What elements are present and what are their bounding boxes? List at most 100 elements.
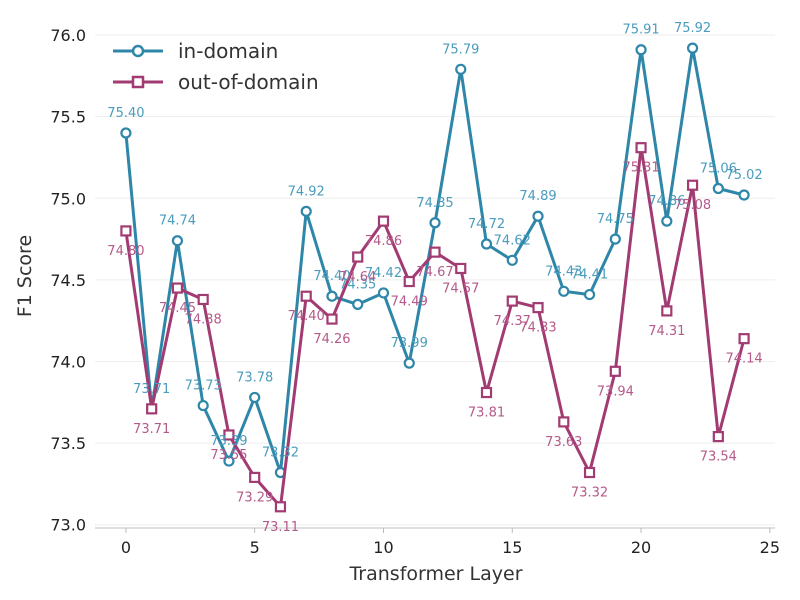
data-label-out-of-domain: 74.38: [185, 312, 222, 327]
grid-lines: [95, 34, 775, 526]
data-point-out-of-domain: [480, 386, 493, 399]
data-point-out-of-domain: [120, 225, 132, 237]
data-point-out-of-domain: [661, 305, 673, 317]
data-label-in-domain: 74.85: [416, 196, 453, 211]
data-label-in-domain: 75.06: [700, 161, 737, 176]
data-point-in-domain: [223, 455, 235, 467]
legend-marker-in-domain: [131, 44, 145, 58]
series-in-domain: [120, 42, 750, 479]
y-tick-label: 74.0: [50, 353, 86, 372]
data-label-in-domain: 75.91: [622, 23, 659, 38]
y-tick-label: 75.0: [50, 189, 86, 208]
data-point-out-of-domain: [326, 313, 338, 325]
data-point-out-of-domain: [506, 295, 518, 307]
legend-item-out-of-domain: out-of-domain: [113, 70, 319, 94]
x-axis-title: Transformer Layer: [348, 563, 522, 585]
data-point-in-domain: [300, 205, 312, 217]
data-point-in-domain: [583, 288, 596, 301]
data-label-in-domain: 74.72: [468, 217, 505, 232]
data-label-out-of-domain: 74.33: [519, 321, 556, 336]
data-point-in-domain: [506, 254, 518, 266]
data-point-in-domain: [635, 44, 647, 56]
data-point-out-of-domain: [738, 333, 750, 345]
legend-item-in-domain: in-domain: [113, 39, 278, 63]
series-layer: [120, 42, 750, 513]
data-label-in-domain: 74.74: [159, 214, 196, 229]
data-point-in-domain: [455, 63, 467, 75]
data-point-out-of-domain: [583, 466, 596, 479]
y-tick-label: 73.0: [50, 516, 86, 535]
legend-label-in-domain: in-domain: [178, 39, 278, 63]
data-point-in-domain: [661, 215, 673, 227]
x-tick-label: 20: [631, 538, 651, 557]
data-label-in-domain: 75.02: [725, 168, 762, 183]
data-point-out-of-domain: [249, 471, 261, 483]
data-point-out-of-domain: [455, 262, 467, 275]
data-label-out-of-domain: 73.29: [236, 490, 273, 505]
x-tick-label: 10: [373, 538, 393, 557]
data-point-out-of-domain: [558, 416, 570, 428]
data-point-in-domain: [429, 217, 441, 229]
data-label-out-of-domain: 75.08: [674, 198, 711, 213]
data-point-out-of-domain: [171, 282, 184, 294]
data-point-in-domain: [480, 238, 493, 250]
data-label-in-domain: 74.62: [494, 233, 531, 248]
data-label-in-domain: 74.92: [288, 184, 325, 199]
y-tick-label: 73.5: [50, 434, 86, 453]
x-tick-label: 25: [760, 538, 780, 557]
data-point-out-of-domain: [712, 430, 724, 443]
legend-label-out-of-domain: out-of-domain: [178, 70, 319, 94]
data-point-out-of-domain: [609, 365, 621, 377]
y-tick-label: 74.5: [50, 271, 86, 290]
data-label-in-domain: 75.40: [107, 106, 144, 121]
data-point-in-domain: [197, 399, 209, 412]
data-label-in-domain: 73.78: [236, 370, 273, 385]
data-label-out-of-domain: 73.54: [700, 450, 737, 465]
data-label-out-of-domain: 73.63: [545, 435, 582, 450]
data-point-in-domain: [403, 357, 415, 369]
data-point-in-domain: [738, 189, 750, 201]
data-label-in-domain: 74.35: [339, 277, 376, 292]
data-label-out-of-domain: 73.32: [571, 486, 608, 501]
series-out-of-domain: [120, 142, 750, 513]
data-label-out-of-domain: 74.31: [648, 324, 685, 339]
data-label-out-of-domain: 73.71: [133, 422, 170, 437]
data-label-in-domain: 73.73: [185, 379, 222, 394]
data-label-out-of-domain: 73.94: [597, 384, 634, 399]
data-label-out-of-domain: 73.55: [210, 448, 247, 463]
data-label-out-of-domain: 74.64: [339, 270, 376, 285]
data-label-out-of-domain: 73.11: [262, 520, 299, 535]
data-label-in-domain: 73.32: [262, 446, 299, 461]
data-label-in-domain: 74.86: [648, 194, 685, 209]
legend: in-domain out-of-domain: [113, 39, 319, 94]
data-label-out-of-domain: 74.49: [391, 295, 428, 310]
y-axis-ticks: 73.0 73.5 74.0 74.5 75.0 75.5 76.0: [50, 26, 86, 535]
data-label-out-of-domain: 74.45: [159, 301, 196, 316]
data-label-in-domain: 74.75: [597, 212, 634, 227]
x-tick-label: 0: [121, 538, 131, 557]
data-point-in-domain: [532, 210, 544, 222]
data-label-out-of-domain: 74.14: [725, 352, 762, 367]
data-label-in-domain: 74.41: [571, 268, 608, 283]
data-point-out-of-domain: [686, 179, 699, 191]
data-point-out-of-domain: [532, 302, 544, 314]
data-point-in-domain: [120, 127, 132, 139]
data-point-out-of-domain: [146, 403, 158, 415]
data-point-out-of-domain: [635, 142, 647, 154]
data-point-out-of-domain: [300, 290, 312, 302]
x-axis-ticks: 0 5 10 15 20 25: [121, 528, 780, 557]
data-label-out-of-domain: 74.80: [107, 244, 144, 259]
data-point-in-domain: [712, 182, 724, 195]
data-point-in-domain: [171, 235, 184, 247]
data-label-out-of-domain: 74.57: [442, 281, 479, 296]
data-point-out-of-domain: [274, 501, 287, 513]
data-label-in-domain: 73.99: [391, 336, 428, 351]
data-label-in-domain: 75.92: [674, 21, 711, 36]
data-label-in-domain: 73.71: [133, 382, 170, 397]
y-axis-title: F1 Score: [14, 235, 36, 317]
data-point-in-domain: [326, 290, 338, 302]
data-point-out-of-domain: [403, 275, 415, 288]
x-tick-label: 5: [250, 538, 260, 557]
y-tick-label: 76.0: [50, 26, 86, 45]
